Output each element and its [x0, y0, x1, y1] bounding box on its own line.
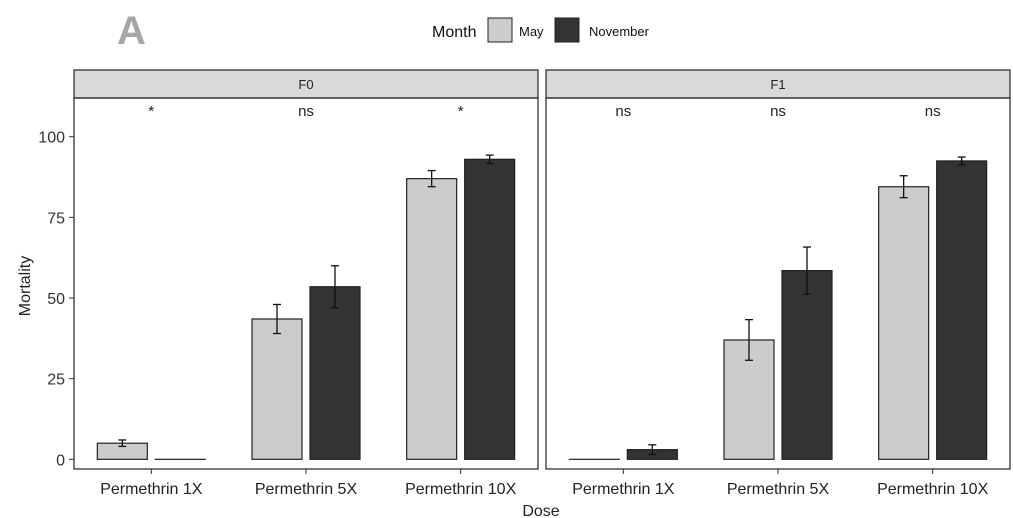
x-tick-label: Permethrin 1X: [572, 481, 675, 498]
significance-label: ns: [770, 103, 786, 120]
bar-may-f1: [878, 186, 930, 460]
plot-layer: F0 0 25 50 75 100 Permethrin 1X * Permethrin 5X n…: [38, 69, 1011, 498]
x-tick-label: Permethrin 5X: [255, 481, 358, 498]
y-tick-label: 0: [56, 452, 65, 469]
facet-label-f0: F0: [298, 77, 313, 92]
significance-label: *: [148, 103, 154, 120]
y-tick-label: 50: [47, 291, 65, 308]
significance-label: *: [458, 103, 464, 120]
significance-label: ns: [615, 103, 631, 120]
legend-label-november: November: [589, 24, 650, 39]
legend-label-may: May: [519, 24, 544, 39]
bar-november-f0: [464, 158, 516, 460]
bar-may-f0: [251, 318, 303, 460]
facet-label-f1: F1: [770, 77, 785, 92]
x-axis-label: Dose: [522, 503, 559, 518]
x-tick-label: Permethrin 5X: [727, 481, 830, 498]
facet-strip-f1: [545, 69, 1011, 99]
bar-november-f1: [936, 160, 988, 460]
y-tick-label: 100: [38, 130, 65, 147]
significance-label: ns: [925, 103, 941, 120]
y-tick-label: 25: [47, 372, 65, 389]
x-tick-label: Permethrin 10X: [405, 481, 516, 498]
y-axis-label: Mortality: [17, 256, 34, 316]
significance-label: ns: [298, 103, 314, 120]
x-tick-label: Permethrin 10X: [877, 481, 988, 498]
panel-letter: A: [117, 9, 146, 53]
bar-may-f0: [406, 178, 458, 460]
y-tick-label: 75: [47, 210, 65, 227]
legend-title: Month: [432, 24, 476, 41]
legend: Month May November: [432, 17, 650, 43]
legend-swatch-november: [554, 17, 580, 43]
legend-swatch-may: [487, 17, 513, 43]
x-tick-label: Permethrin 1X: [100, 481, 203, 498]
facet-strip-f0: [73, 69, 539, 99]
bar-november-f1: [781, 269, 833, 460]
bar-november-f0: [309, 286, 361, 460]
